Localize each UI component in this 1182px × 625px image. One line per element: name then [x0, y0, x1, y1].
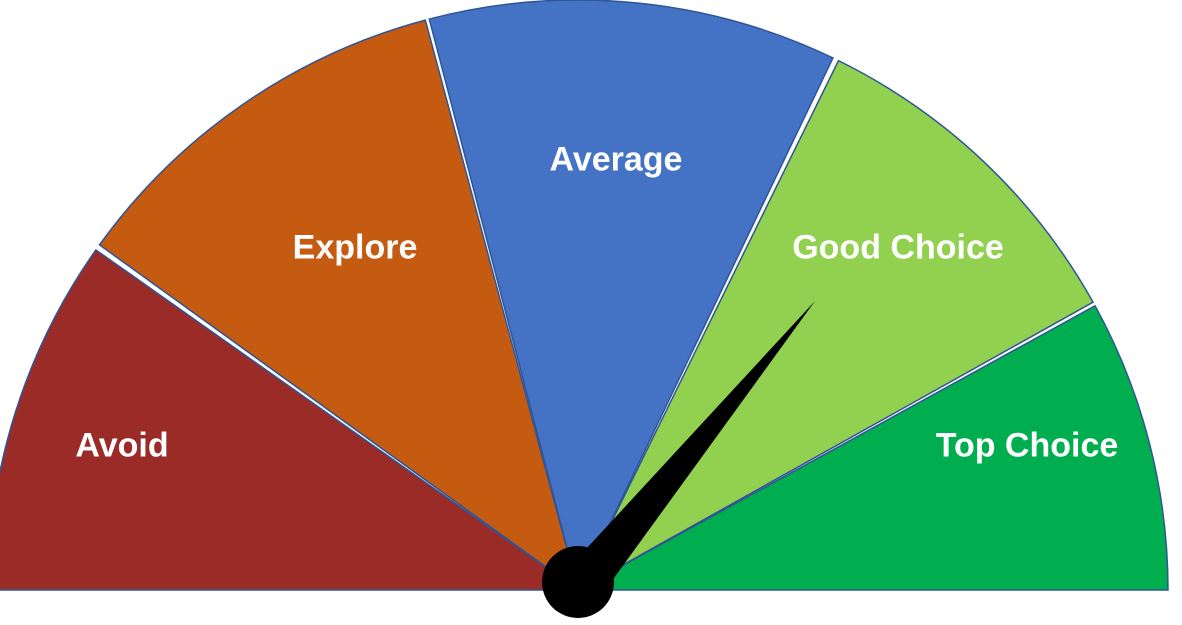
segment-avoid — [0, 248, 581, 591]
segment-explore — [98, 19, 580, 592]
segment-good-choice — [576, 59, 1095, 592]
segment-label-good-choice: Good Choice — [792, 228, 1004, 267]
segment-label-avoid: Avoid — [75, 426, 169, 465]
segment-average — [428, 0, 834, 593]
needle-hub — [542, 546, 614, 618]
segment-label-explore: Explore — [292, 228, 418, 267]
needle — [587, 301, 815, 578]
segment-label-average: Average — [549, 140, 683, 179]
segment-top-choice — [577, 304, 1169, 591]
segment-label-top-choice: Top Choice — [935, 426, 1119, 465]
